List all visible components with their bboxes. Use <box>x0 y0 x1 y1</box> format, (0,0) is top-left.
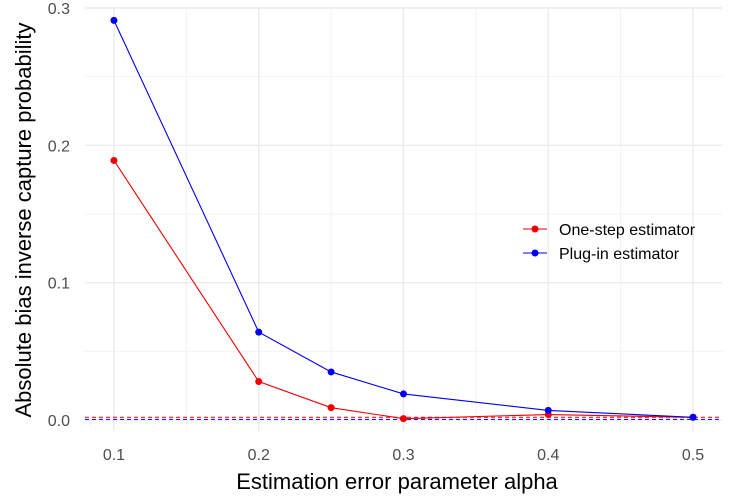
data-point <box>110 16 118 24</box>
y-tick-label: 0.3 <box>48 1 70 18</box>
y-axis-title: Absolute bias inverse capture probabilit… <box>11 22 36 417</box>
x-axis-ticks: 0.1 0.2 0.3 0.4 0.5 <box>103 447 704 464</box>
legend-key-point <box>531 249 539 257</box>
series-line <box>113 20 694 418</box>
grid <box>85 7 722 431</box>
data-point <box>255 328 263 336</box>
x-tick-label: 0.3 <box>392 447 414 464</box>
data-point <box>110 156 118 164</box>
series-group <box>110 156 697 423</box>
x-tick-label: 0.2 <box>248 447 270 464</box>
data-point <box>689 413 697 421</box>
legend: One-step estimator Plug-in estimator <box>523 222 696 263</box>
data-point <box>400 390 407 398</box>
y-tick-label: 0.1 <box>48 276 70 293</box>
y-tick-label: 0.0 <box>48 413 70 430</box>
data-point <box>255 378 263 386</box>
y-tick-label: 0.2 <box>48 138 70 155</box>
x-axis-title: Estimation error parameter alpha <box>236 469 558 494</box>
series-group <box>110 16 697 421</box>
x-tick-label: 0.5 <box>682 447 704 464</box>
legend-label: One-step estimator <box>559 222 696 239</box>
series <box>110 16 697 423</box>
data-point <box>400 415 407 423</box>
series-line <box>113 160 694 420</box>
y-axis-ticks: 0.0 0.1 0.2 0.3 <box>48 1 70 430</box>
legend-label: Plug-in estimator <box>559 246 680 263</box>
data-point <box>327 368 335 376</box>
legend-key-point <box>531 225 539 233</box>
x-tick-label: 0.1 <box>103 447 125 464</box>
x-tick-label: 0.4 <box>537 447 559 464</box>
data-point <box>544 406 552 414</box>
data-point <box>327 404 335 412</box>
